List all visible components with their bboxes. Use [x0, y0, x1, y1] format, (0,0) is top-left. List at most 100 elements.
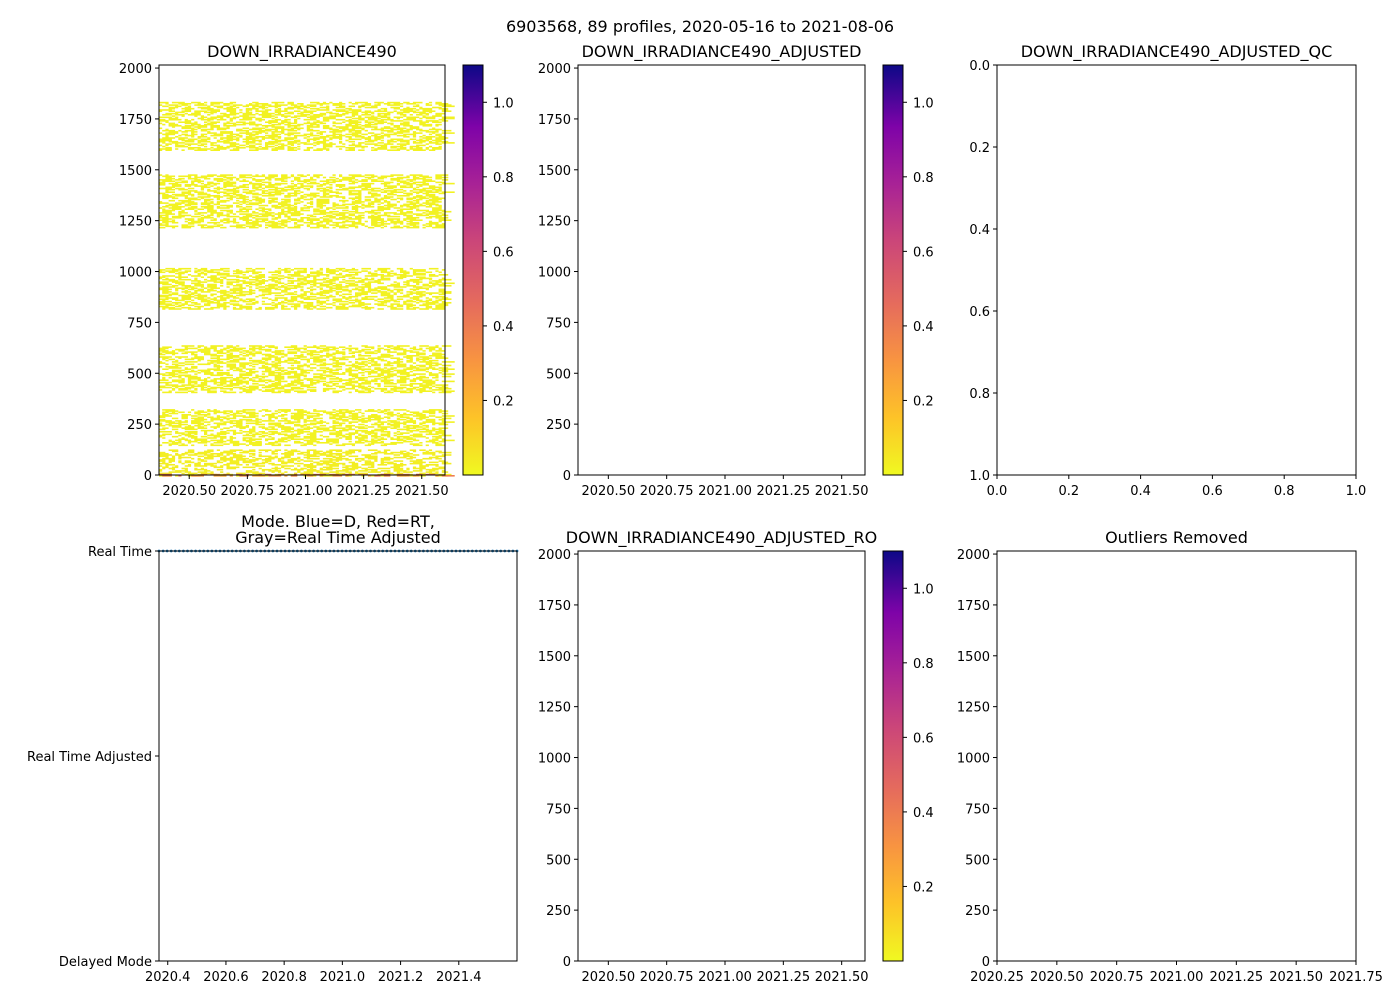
heatmap-cell	[390, 347, 404, 350]
heatmap-cell	[162, 412, 166, 415]
heatmap-cell	[332, 422, 346, 425]
heatmap-cell	[361, 179, 368, 181]
heatmap-cell	[232, 104, 243, 106]
heatmap-cell	[226, 355, 240, 357]
heatmap-cell	[294, 120, 298, 122]
heatmap-cell	[207, 221, 221, 224]
heatmap-cell	[284, 196, 291, 198]
heatmap-cell	[326, 464, 339, 466]
heatmap-cell	[374, 368, 384, 370]
heatmap-cell	[159, 361, 163, 363]
heatmap-cell	[271, 351, 282, 353]
heatmap-cell	[200, 143, 208, 145]
heatmap-cell	[425, 347, 436, 350]
heatmap-cell	[281, 180, 288, 182]
heatmap-cell	[322, 193, 330, 196]
heatmap-cell	[287, 148, 294, 150]
heatmap-cell	[245, 109, 253, 111]
heatmap-cell	[159, 217, 169, 219]
heatmap-cell	[329, 449, 343, 451]
heatmap-cell	[223, 218, 230, 220]
heatmap-cell	[178, 121, 192, 123]
heatmap-cell	[162, 145, 166, 148]
heatmap-cell	[194, 126, 208, 128]
heatmap-cell	[200, 351, 211, 353]
heatmap-cell	[184, 375, 198, 378]
heatmap-cell	[428, 412, 436, 415]
y-tick-label: 1000	[538, 266, 571, 281]
heatmap-cell	[428, 365, 433, 368]
heatmap-cells	[159, 101, 455, 477]
heatmap-cell	[162, 299, 166, 302]
heatmap-cell	[355, 179, 359, 181]
heatmap-cell	[355, 212, 365, 214]
heatmap-cell	[181, 104, 188, 106]
heatmap-cell	[374, 422, 378, 425]
heatmap-cell	[277, 278, 282, 281]
heatmap-cell	[239, 293, 253, 296]
heatmap-cell	[162, 209, 176, 212]
heatmap-cell	[252, 426, 256, 428]
heatmap-cell	[229, 300, 240, 303]
heatmap-cell	[284, 355, 288, 357]
heatmap-cell	[374, 459, 378, 461]
heatmap-cell	[274, 379, 282, 381]
heatmap-cell	[377, 450, 381, 453]
heatmap-cell	[297, 145, 301, 148]
heatmap-cell	[223, 306, 227, 309]
x-tick-label: 2021.50	[815, 970, 869, 985]
heatmap-cell	[303, 187, 310, 190]
heatmap-cell	[258, 454, 262, 456]
heatmap-cell	[406, 293, 413, 296]
heatmap-cell	[435, 363, 442, 366]
heatmap-cell	[242, 116, 256, 119]
heatmap-cell	[387, 136, 391, 138]
heatmap-cell	[204, 184, 211, 186]
heatmap-cell	[326, 375, 336, 378]
heatmap-cell	[239, 374, 253, 377]
heatmap-cell	[438, 427, 449, 429]
heatmap-cell	[159, 207, 163, 209]
heatmap-cell	[310, 186, 314, 189]
heatmap-cell	[435, 114, 442, 116]
heatmap-cell	[332, 362, 346, 364]
heatmap-cell	[416, 198, 423, 201]
heatmap-cell	[265, 306, 278, 309]
heatmap-cell	[191, 365, 198, 368]
heatmap-cell	[287, 103, 294, 105]
heatmap-cell	[232, 358, 246, 361]
heatmap-cell	[274, 367, 285, 369]
x-tick-label: 2021.00	[279, 484, 333, 499]
heatmap-cell	[377, 121, 388, 123]
heatmap-cell	[339, 429, 349, 432]
heatmap-cell	[419, 140, 426, 143]
heatmap-cell	[210, 134, 224, 137]
heatmap-cell	[277, 471, 282, 473]
heatmap-cell	[367, 203, 375, 206]
heatmap-cell	[428, 348, 436, 351]
heatmap-cell	[197, 423, 204, 426]
heatmap-cell	[175, 202, 185, 204]
heatmap-cell	[271, 471, 275, 473]
heatmap-cell	[403, 440, 413, 443]
heatmap-cell	[197, 274, 201, 276]
heatmap-cell	[239, 201, 249, 203]
heatmap-cell	[245, 270, 256, 272]
heatmap-cell	[261, 187, 265, 190]
heatmap-cell	[200, 386, 208, 389]
heatmap-cell	[380, 433, 391, 436]
heatmap-cell	[268, 175, 278, 178]
heatmap-cell	[403, 455, 413, 458]
heatmap-cell	[428, 286, 433, 288]
x-tick-label: 2021.25	[337, 484, 391, 499]
heatmap-cell	[374, 197, 378, 200]
heatmap-cell	[313, 410, 327, 412]
heatmap-cell	[165, 147, 172, 149]
heatmap-cell	[438, 347, 442, 350]
heatmap-cell	[412, 369, 426, 372]
heatmap-cell	[194, 277, 198, 280]
heatmap-cell	[419, 122, 426, 125]
heatmap-cell	[435, 304, 449, 307]
heatmap-cell	[223, 302, 230, 304]
heatmap-cell	[412, 120, 423, 122]
